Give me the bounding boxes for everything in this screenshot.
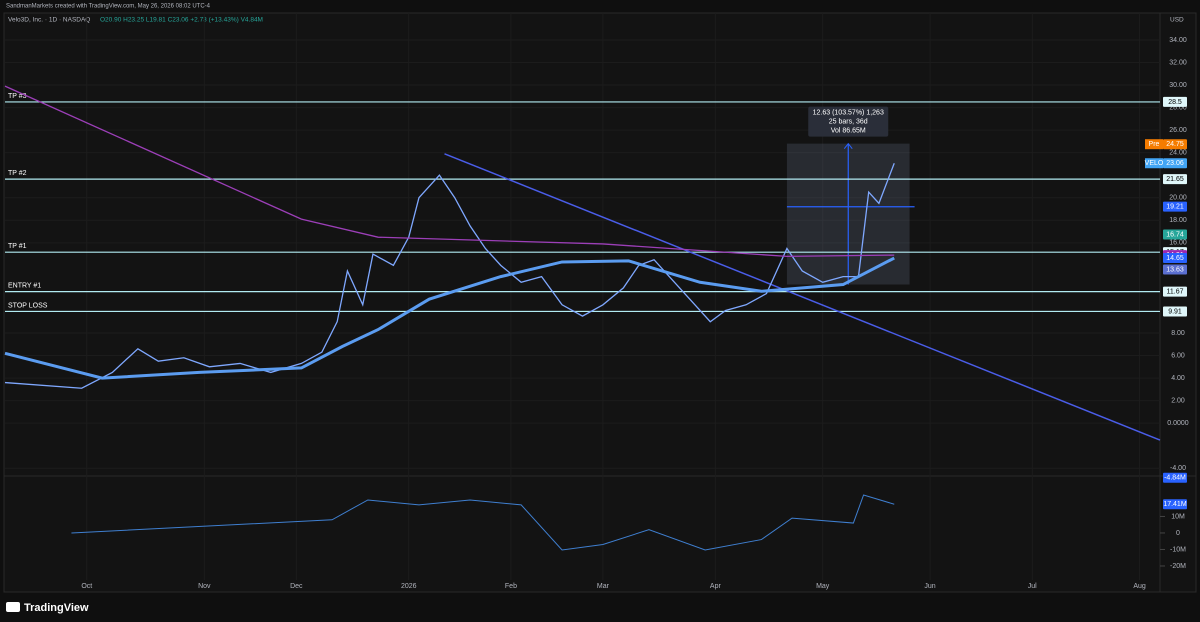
y-tick-label: 18.00 (1169, 217, 1187, 224)
y-tick-label: 26.00 (1169, 127, 1187, 134)
x-tick-label: Nov (198, 583, 211, 590)
currency: USD (1170, 17, 1184, 24)
measure-label: 25 bars, 36d (829, 118, 868, 125)
y-tick-label: 16.00 (1169, 240, 1187, 247)
price-tag-value: 23.06 (1166, 160, 1184, 167)
y-tick-label: 24.00 (1169, 149, 1187, 156)
level-tag (1163, 306, 1187, 317)
y-tick-label: 4.00 (1171, 375, 1185, 382)
indicator-tag-value: 17.41M (1163, 501, 1187, 508)
y-tick-label: 2.00 (1171, 397, 1185, 404)
price-tag-value: 24.75 (1166, 141, 1184, 148)
x-tick-label: Oct (81, 583, 92, 590)
price-tag-name: VELO (1145, 160, 1164, 167)
price-tag (1163, 158, 1187, 169)
price-line (4, 256, 895, 380)
price-tag-name: Pre (1149, 141, 1160, 148)
measure-label-bg (808, 106, 889, 137)
level-value: 9.91 (1168, 308, 1182, 315)
price-tag-value: 13.63 (1166, 266, 1184, 273)
y-tick-label: 0.0000 (1167, 420, 1189, 427)
y-tick-label: 28.00 (1169, 104, 1187, 111)
price-tag (1163, 229, 1187, 240)
y-tick-label: 30.00 (1169, 82, 1187, 89)
x-tick-label: Jun (924, 583, 935, 590)
measure-arrowhead (843, 142, 853, 149)
measure-label: 12.63 (103.57%) 1,263 (813, 109, 884, 116)
price-tag (1163, 201, 1187, 212)
x-tick-label: 2026 (401, 583, 417, 590)
level-value: 11.67 (1167, 288, 1184, 295)
price-line (4, 85, 895, 257)
indicator-tag (1163, 499, 1187, 510)
price-tag-value: -4.84M (1164, 475, 1186, 482)
indicator-tick-label: 0 (1176, 530, 1180, 537)
ohlc: O20.90 H23.25 L19.81 C23.06 +2.73 (+13.4… (100, 17, 263, 24)
measure-label: Vol 86.65M (831, 127, 866, 134)
indicator-tick-label: 10M (1171, 513, 1185, 520)
level-name: TP #3 (8, 93, 27, 100)
x-tick-label: May (816, 583, 830, 590)
price-line (4, 163, 895, 389)
level-tag (1163, 286, 1187, 297)
level-name: TP #1 (8, 243, 27, 250)
price-tag-value: 14.65 (1166, 255, 1184, 262)
x-tick-label: Feb (505, 583, 517, 590)
y-tick-label: 6.00 (1171, 352, 1185, 359)
y-tick-label: 20.00 (1169, 195, 1187, 202)
brand: TradingView (24, 602, 89, 614)
price-tag-value: 16.74 (1166, 231, 1184, 238)
x-tick-label: Jul (1028, 583, 1037, 590)
price-line (71, 494, 895, 551)
price-tag-value: 19.21 (1166, 203, 1184, 210)
level-name: ENTRY #1 (8, 282, 41, 289)
trendline (444, 153, 1161, 441)
y-tick-label: -4.00 (1170, 465, 1186, 472)
level-name: TP #2 (8, 170, 27, 177)
level-value: 21.65 (1166, 176, 1184, 183)
y-tick-label: 32.00 (1169, 59, 1187, 66)
level-tag (1163, 96, 1187, 107)
y-tick-label: 8.00 (1171, 330, 1185, 337)
indicator-tick-label: -20M (1170, 563, 1186, 570)
level-tag (1163, 174, 1187, 185)
x-tick-label: Aug (1133, 583, 1146, 590)
indicator-tick-label: -10M (1170, 546, 1186, 553)
price-tag (1163, 139, 1187, 150)
symbol: Velo3D, Inc. · 1D · NASDAQ (8, 17, 90, 24)
logo (6, 602, 20, 612)
price-tag (1163, 472, 1187, 483)
price-tag-name-bg (1145, 158, 1163, 169)
x-tick-label: Apr (710, 583, 722, 590)
chart-frame (3, 12, 1197, 593)
level-value: 28.5 (1168, 99, 1182, 106)
credit: SandmanMarkets created with TradingView.… (6, 4, 211, 10)
price-tag (1163, 253, 1187, 264)
price-tag-name-bg (1145, 139, 1163, 150)
x-tick-label: Dec (290, 583, 303, 590)
price-tag (1163, 264, 1187, 275)
y-tick-label: 34.00 (1169, 37, 1187, 44)
x-tick-label: Mar (597, 583, 610, 590)
level-name: STOP LOSS (8, 302, 48, 309)
